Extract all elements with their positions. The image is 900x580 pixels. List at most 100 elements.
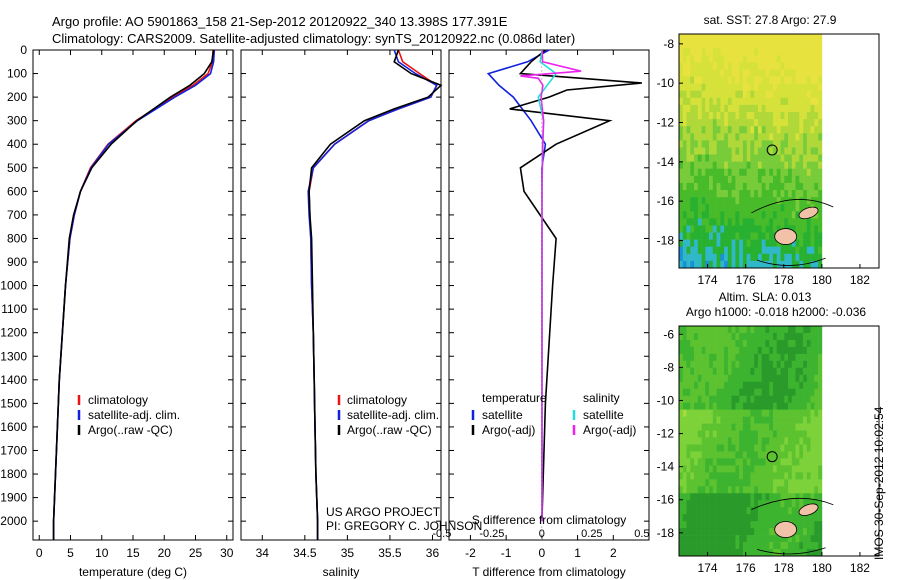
map-cell (806, 430, 811, 438)
map-cell (694, 486, 699, 494)
map-cell (720, 190, 725, 198)
map-cell (724, 260, 729, 269)
map-cell (799, 353, 804, 362)
map-cell (810, 140, 815, 148)
map-cell (679, 458, 684, 466)
map-cell (757, 83, 762, 91)
map-cell (686, 218, 691, 226)
map-cell (742, 232, 747, 240)
map-cell (784, 444, 789, 452)
map-cell (795, 182, 800, 191)
difference-panel: -2 -1 0 1 2T difference from climatology-0.5… (432, 49, 650, 579)
map-cell (791, 48, 796, 56)
map-cell (803, 333, 808, 341)
map-cell (731, 182, 736, 191)
map-cell (712, 444, 717, 452)
map-cell (810, 402, 815, 410)
map-cell (765, 161, 770, 169)
map-cell (697, 126, 702, 134)
map-cell (795, 218, 800, 226)
map-cell (750, 402, 755, 410)
x-tick-label: 36 (426, 546, 440, 560)
map-cell (757, 326, 762, 334)
map-cell (806, 154, 811, 162)
map-cell (795, 528, 800, 536)
map-cell (791, 133, 796, 141)
map-cell (750, 239, 755, 247)
map-cell (746, 451, 751, 459)
map-cell (806, 326, 811, 334)
map-cell (780, 326, 785, 334)
map-cell (773, 34, 778, 42)
map-cell (818, 211, 823, 219)
map-cell (742, 479, 747, 487)
map-cell (810, 97, 815, 106)
map-cell (746, 48, 751, 56)
map-cell (705, 55, 710, 63)
map-cell (799, 204, 804, 212)
map-cell (705, 83, 710, 91)
map-cell (754, 549, 759, 557)
map-cell (716, 76, 721, 84)
map-cell (776, 62, 781, 70)
map-cell (757, 381, 762, 390)
map-cell (735, 528, 740, 536)
map-cell (803, 514, 808, 522)
map-cell (701, 55, 706, 63)
map-cell (803, 360, 808, 369)
map-cell (739, 147, 744, 155)
map-cell (712, 246, 717, 255)
map-cell (795, 423, 800, 431)
map-cell (780, 246, 785, 255)
map-cell (769, 253, 774, 262)
map-cell (757, 119, 762, 127)
series-line-0 (308, 49, 438, 540)
map-cell (803, 339, 808, 348)
map-cell (780, 190, 785, 198)
map-cell (690, 34, 695, 42)
map-cell (757, 112, 762, 120)
map-cell (806, 535, 811, 543)
map-cell (742, 395, 747, 403)
map-cell (765, 218, 770, 226)
map-cell (757, 239, 762, 247)
map-cell (727, 104, 732, 113)
map-cell (814, 535, 819, 543)
map-cell (727, 190, 732, 198)
map-cell (754, 542, 759, 550)
map-cell (716, 246, 721, 255)
map-cell (731, 34, 736, 42)
map-cell (799, 90, 804, 99)
y-tick-label: 100 (7, 67, 27, 81)
map-cell (709, 437, 714, 445)
map-cell (803, 197, 808, 205)
map-cell (720, 175, 725, 184)
map-cell (750, 437, 755, 445)
map-cell (746, 353, 751, 362)
map-cell (705, 112, 710, 120)
map-cell (735, 353, 740, 362)
map-cell (806, 104, 811, 113)
map-cell (727, 126, 732, 134)
map-cell (735, 395, 740, 403)
map-cell (709, 528, 714, 536)
map-cell (682, 246, 687, 255)
map-cell (788, 119, 793, 127)
map-cell (712, 430, 717, 438)
map-cell (679, 133, 684, 141)
map-cell (806, 62, 811, 70)
map-cell (773, 381, 778, 390)
map-cell (735, 253, 740, 262)
y-tick-label: -16 (657, 194, 675, 208)
map-cell (799, 161, 804, 169)
map-cell (682, 409, 687, 417)
map-cell (709, 48, 714, 56)
map-cell (769, 353, 774, 362)
y-tick-label: -10 (657, 393, 675, 407)
map-cell (690, 112, 695, 120)
map-cell (810, 69, 815, 77)
map-cell (765, 402, 770, 410)
map-cell (712, 83, 717, 91)
map-cell (765, 360, 770, 369)
map-cell (791, 326, 796, 334)
